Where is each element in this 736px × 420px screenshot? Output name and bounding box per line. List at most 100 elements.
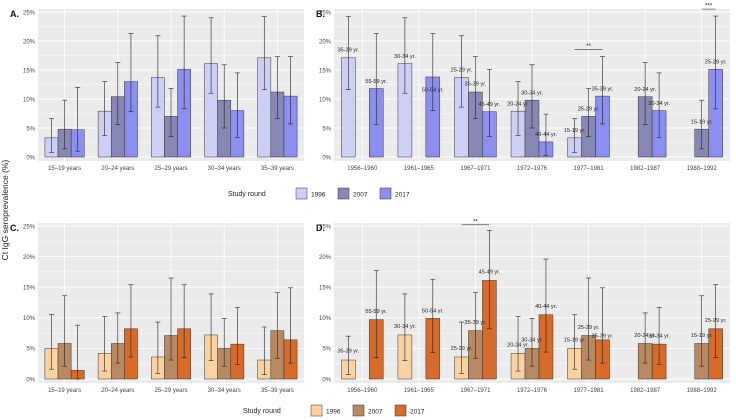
- legend-label: 2017: [395, 192, 410, 199]
- x-tick-label: 1982–1987: [630, 388, 661, 394]
- x-tick-label: 35–39 years: [261, 166, 294, 172]
- x-tick-label: 25–29 years: [154, 388, 187, 394]
- legend-orange: Study round 1996 2007 2017: [243, 404, 425, 417]
- x-tick-label: 1972–1976: [517, 388, 548, 394]
- x-tick-label: 1988–1992: [687, 388, 718, 394]
- legend-blue: Study round 1996 2007 2017: [228, 187, 410, 200]
- x-tick-label: 25–29 years: [154, 166, 187, 172]
- x-tick-label: 1956–1960: [347, 166, 378, 172]
- x-tick-label: 1956–1960: [347, 388, 378, 394]
- age-annotation: 50-54 yr.: [422, 87, 444, 93]
- y-tick-label: 5%: [26, 347, 35, 353]
- panel-label: B.: [316, 9, 325, 19]
- legend-swatch: [310, 404, 323, 417]
- y-tick-label: 0%: [26, 377, 35, 383]
- x-tick-label: 1988–1992: [687, 166, 718, 172]
- age-annotation: 35-39 yr.: [465, 82, 487, 88]
- age-annotation: 40-44 yr.: [535, 304, 557, 310]
- age-annotation: 30-34 yr.: [521, 338, 543, 344]
- age-annotation: 40-44 yr.: [535, 132, 557, 138]
- y-tick-label: 0%: [322, 377, 331, 383]
- x-tick-label: 15–19 years: [48, 166, 81, 172]
- x-tick-label: 1961–1965: [404, 388, 435, 394]
- legend-swatch: [352, 404, 365, 417]
- age-annotation: 25-29 yr.: [578, 107, 600, 113]
- y-tick-label: 20%: [319, 39, 332, 45]
- legend-title: Study round: [243, 408, 281, 415]
- x-tick-label: 20–24 years: [101, 388, 134, 394]
- y-tick-label: 20%: [319, 255, 332, 261]
- panel-b: 0% 5% 10% 15% 20% 25% 1956–1960 1961–1965 1967–1…: [316, 4, 730, 172]
- panels: 0% 5% 10% 15% 20% 25% 15–19 years 20–24 years 25…: [10, 4, 730, 394]
- age-annotation: 15-19 yr.: [564, 338, 586, 344]
- legend-label: 1996: [311, 192, 326, 199]
- age-annotation: 35-39 yr.: [592, 86, 614, 92]
- y-tick-label: 5%: [322, 347, 331, 353]
- panel-d: 0% 5% 10% 15% 20% 25% 1956–1960 1961–1965 1967–1…: [316, 219, 730, 394]
- age-annotation: 15-19 yr.: [691, 333, 713, 339]
- age-annotation: 50-54 yr.: [422, 308, 444, 314]
- age-annotation: 30-34 yr.: [394, 324, 416, 330]
- y-tick-label: 0%: [26, 155, 35, 161]
- y-tick-label: 25%: [319, 224, 332, 230]
- age-annotation: 35-39 yr.: [337, 47, 359, 53]
- legend-swatch: [295, 187, 308, 200]
- panel-c: 0% 5% 10% 15% 20% 25% 15–19 years 20–24 years 25…: [10, 223, 304, 394]
- y-tick-label: 15%: [319, 68, 332, 74]
- age-annotation: 25-29 yr.: [578, 325, 600, 331]
- age-annotation: 25-29 yr.: [451, 68, 473, 74]
- x-tick-label: 1967–1971: [460, 166, 491, 172]
- x-tick-label: 1972–1976: [517, 166, 548, 172]
- age-annotation: 35-39 yr.: [337, 349, 359, 355]
- x-tick-label: 1961–1965: [404, 166, 435, 172]
- panel-a: 0% 5% 10% 15% 20% 25% 15–19 years 20–24 years 25…: [10, 9, 304, 172]
- x-tick-label: 30–34 years: [208, 166, 241, 172]
- panel-label: A.: [10, 9, 19, 19]
- y-tick-label: 25%: [23, 10, 36, 16]
- y-tick-label: 10%: [319, 97, 332, 103]
- x-tick-label: 30–34 years: [208, 388, 241, 394]
- y-tick-label: 0%: [322, 155, 331, 161]
- legend-swatch: [337, 187, 350, 200]
- y-tick-label: 25%: [23, 224, 36, 230]
- legend-title: Study round: [228, 191, 266, 198]
- x-tick-label: 35–39 years: [261, 388, 294, 394]
- x-tick-label: 1977–1981: [574, 388, 605, 394]
- age-annotation: 25-29 yr.: [451, 346, 473, 352]
- legend-label: 2017: [410, 409, 425, 416]
- age-annotation: 30-34 yr.: [648, 101, 670, 107]
- significance-label: **: [473, 219, 478, 225]
- x-tick-label: 15–19 years: [48, 388, 81, 394]
- age-annotation: 15-19 yr.: [564, 128, 586, 134]
- legend-label: 1996: [326, 409, 341, 416]
- panel-label: D.: [316, 223, 325, 233]
- x-tick-label: 1977–1981: [574, 166, 605, 172]
- y-tick-label: 15%: [23, 286, 36, 292]
- x-tick-label: 1967–1971: [460, 388, 491, 394]
- age-annotation: 30-34 yr.: [394, 54, 416, 60]
- age-annotation: 15-19 yr.: [691, 119, 713, 125]
- age-annotation: 45-49 yr.: [479, 102, 501, 108]
- age-annotation: 30-34 yr.: [521, 90, 543, 96]
- age-annotation: 25-29 yr.: [705, 60, 727, 66]
- y-axis-label: Ct IgG seroprevalence (%): [0, 160, 10, 261]
- legend-label: 2007: [353, 192, 368, 199]
- y-tick-label: 5%: [26, 126, 35, 132]
- age-annotation: 35-39 yr.: [592, 333, 614, 339]
- y-tick-label: 25%: [319, 10, 332, 16]
- significance-label: **: [586, 44, 591, 50]
- significance-label: ***: [705, 4, 713, 10]
- y-tick-label: 15%: [23, 68, 36, 74]
- y-tick-label: 20%: [23, 255, 36, 261]
- x-tick-label: 20–24 years: [101, 166, 134, 172]
- age-annotation: 20-24 yr.: [507, 101, 529, 107]
- y-tick-label: 10%: [319, 316, 332, 322]
- age-annotation: 20-24 yr.: [507, 343, 529, 349]
- age-annotation: 45-49 yr.: [479, 270, 501, 276]
- x-tick-label: 1982–1987: [630, 166, 661, 172]
- y-tick-label: 20%: [23, 39, 36, 45]
- panel-label: C.: [10, 223, 19, 233]
- age-annotation: 20-24 yr.: [634, 333, 656, 339]
- age-annotation: 55-59 yr.: [365, 309, 387, 315]
